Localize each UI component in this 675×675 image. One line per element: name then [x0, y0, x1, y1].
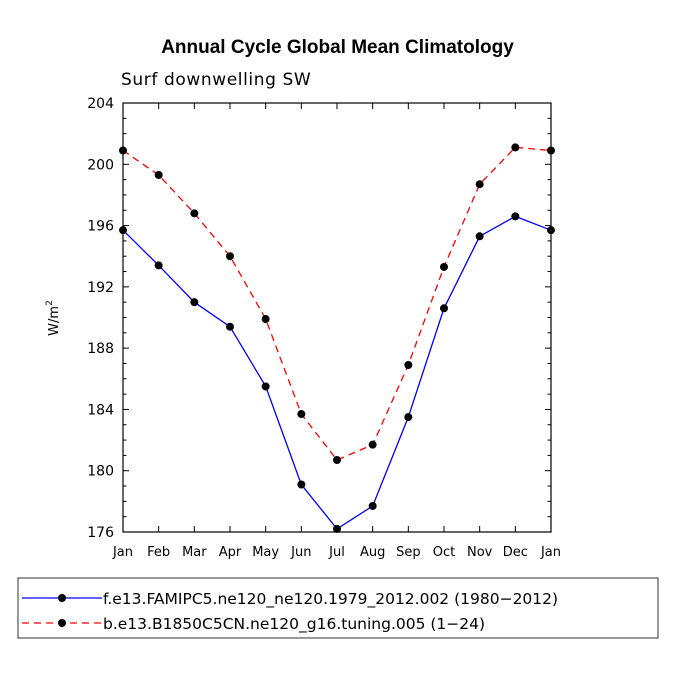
y-tick-label: 184 [87, 402, 114, 418]
y-tick-label: 204 [87, 96, 114, 112]
series-1-point [226, 322, 234, 331]
axis-ticks: 176 180 184 188 192 196 200 204 Jan Feb Mar Apr May J… [87, 96, 561, 560]
series-lines [122, 146, 552, 530]
series-1-point [475, 232, 484, 241]
legend-label-2: b.e13.B1850C5CN.ne120_g16.tuning.005 (1−… [103, 615, 485, 634]
series-2-point [404, 360, 413, 369]
x-tick-label: Aug [360, 545, 385, 560]
legend-marker-2 [58, 619, 66, 627]
x-tick-label: May [252, 545, 279, 560]
y-tick-label: 180 [87, 464, 114, 480]
x-tick-label: Jul [328, 545, 345, 560]
series-2-point [440, 262, 448, 271]
series-1-point [511, 212, 520, 221]
series-1-point [547, 226, 555, 235]
y-tick-label: 176 [87, 525, 114, 541]
series-1-point [154, 261, 163, 270]
x-tick-label: Mar [182, 545, 207, 560]
series-2-point [333, 455, 341, 464]
chart-title: Annual Cycle Global Mean Climatology [161, 37, 514, 58]
x-tick-label: Oct [433, 545, 455, 560]
series-line-2 [122, 146, 552, 461]
series-2-point [297, 410, 306, 419]
series-1-point [119, 226, 127, 235]
x-tick-label: Dec [503, 545, 528, 560]
series-1-point [261, 382, 270, 391]
x-tick-label: Jan [112, 545, 133, 560]
legend-box [17, 577, 659, 639]
series-1-point [440, 304, 448, 313]
y-axis-label-exponent: 2 [45, 300, 55, 306]
series-1-point [190, 298, 199, 307]
series-2-point [475, 180, 484, 189]
x-tick-label: Sep [396, 545, 421, 560]
legend: f.e13.FAMIPC5.ne120_ne120.1979_2012.002 … [22, 590, 558, 634]
legend-label-1: f.e13.FAMIPC5.ne120_ne120.1979_2012.002 … [103, 590, 558, 609]
x-tick-label: Jan [540, 545, 561, 560]
series-2-point [547, 146, 555, 155]
chart-subtitle: Surf downwelling SW [121, 70, 311, 90]
series-2-point [511, 143, 520, 152]
series-markers [119, 143, 555, 533]
series-1-point [297, 480, 306, 489]
series-2-point [190, 209, 199, 218]
legend-marker-1 [58, 594, 66, 602]
y-axis-label: W/m2 [45, 300, 62, 336]
series-1-point [404, 413, 413, 422]
series-2-point [119, 146, 127, 155]
x-tick-label: Apr [219, 545, 242, 560]
series-1-point [333, 524, 341, 533]
x-tick-label: Nov [467, 545, 493, 560]
series-2-point [226, 252, 234, 261]
series-line-1 [122, 215, 552, 530]
series-2-point [261, 315, 270, 324]
y-axis-label-unit: W/m [47, 306, 62, 336]
series-1-point [368, 501, 377, 510]
y-tick-label: 200 [87, 157, 114, 173]
y-tick-label: 196 [87, 219, 114, 235]
series-2-point [154, 171, 163, 180]
y-tick-label: 188 [87, 341, 114, 357]
plot-area-frame [122, 102, 552, 533]
y-tick-label: 192 [87, 280, 114, 296]
x-tick-label: Jun [290, 545, 311, 560]
x-tick-label: Feb [147, 545, 170, 560]
series-2-point [368, 440, 377, 449]
